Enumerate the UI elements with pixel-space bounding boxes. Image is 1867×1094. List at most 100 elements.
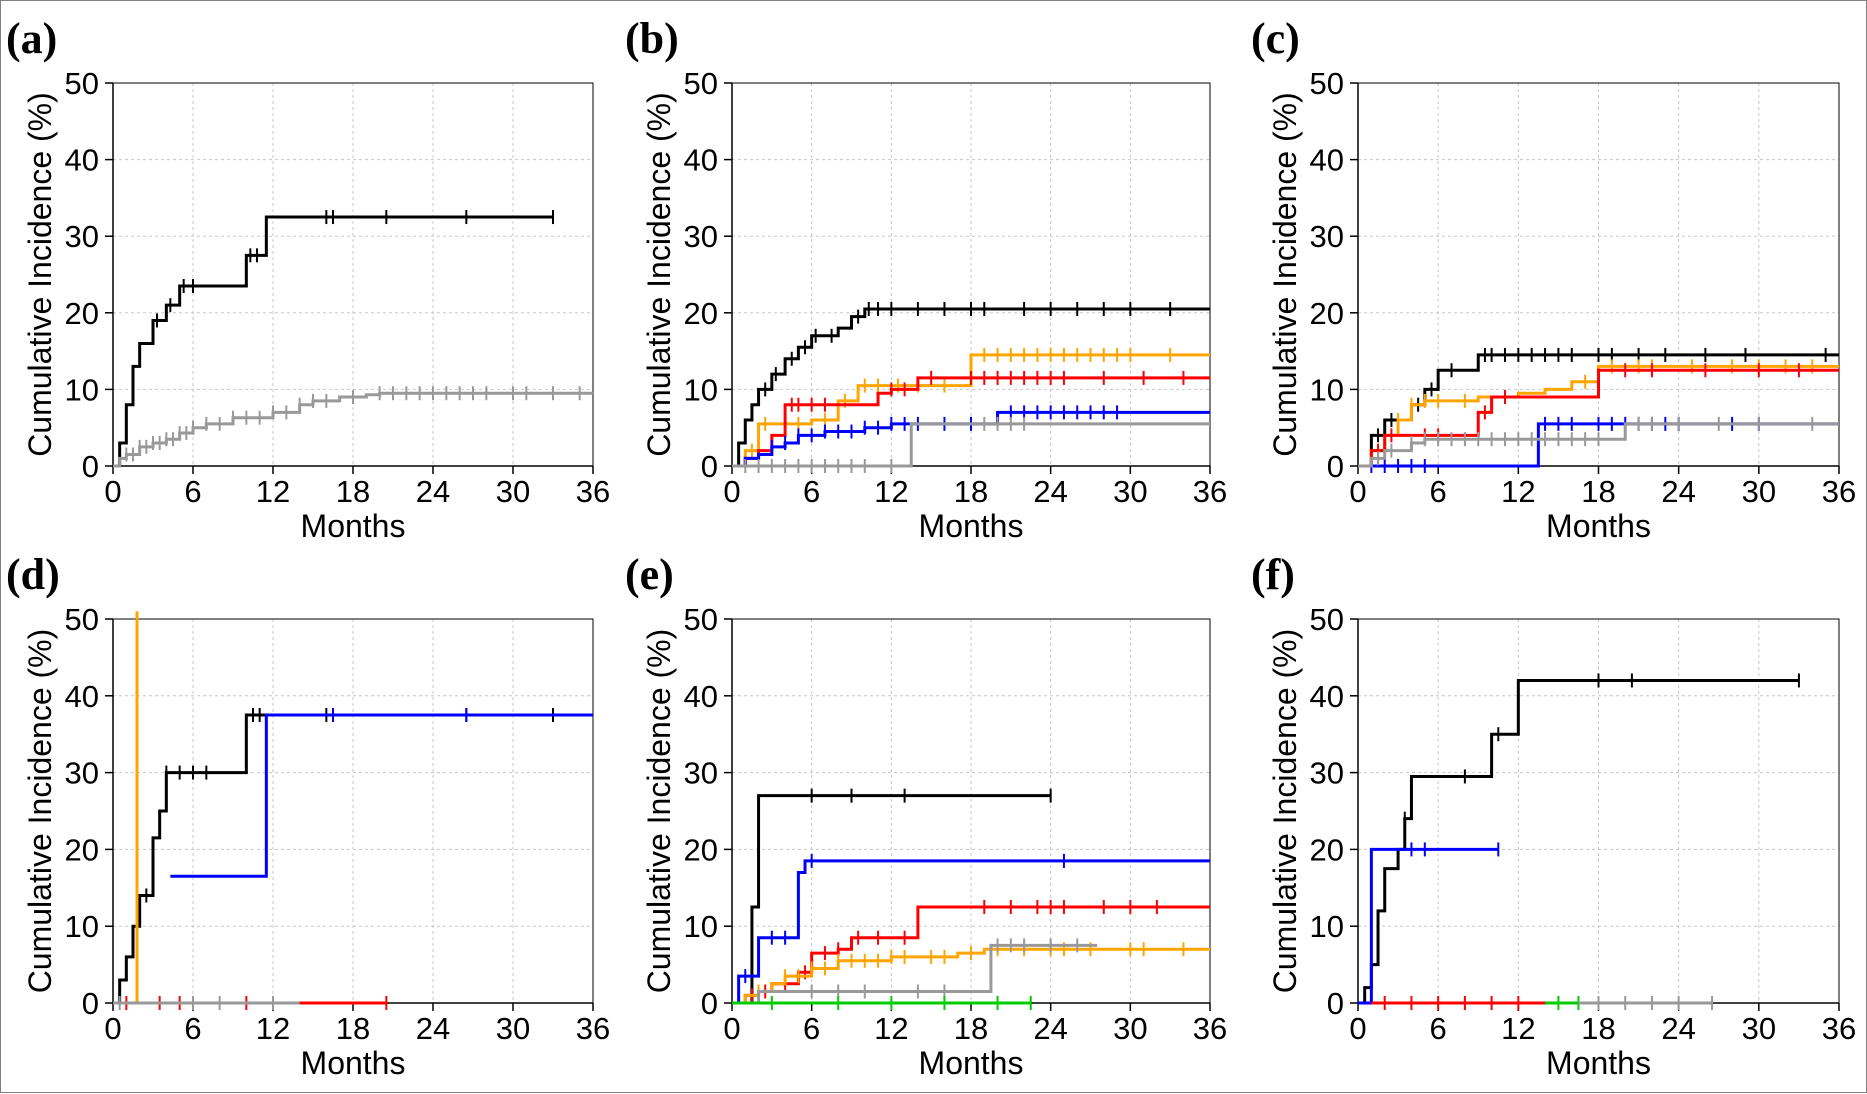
x-axis-label: Months <box>919 508 1024 544</box>
x-tick-label: 24 <box>416 1011 450 1046</box>
x-tick-label: 18 <box>954 474 988 509</box>
y-tick-label: 40 <box>1310 143 1344 178</box>
chart-panel-5: 0 6 12 18 24 30 36 0 10 20 30 40 50 Months Cumulative … <box>625 550 1227 1081</box>
y-tick-label: 20 <box>684 832 718 867</box>
y-axis-label: Cumulative Incidence (%) <box>1267 92 1303 457</box>
y-tick-label: 0 <box>1327 449 1344 484</box>
series-line-3 <box>170 713 593 878</box>
x-tick-label: 30 <box>1113 474 1147 509</box>
x-tick-label: 12 <box>874 474 908 509</box>
x-tick-label: 36 <box>576 1011 610 1046</box>
y-tick-label: 50 <box>684 602 718 637</box>
y-tick-label: 30 <box>65 756 99 791</box>
panel-letter: (f) <box>1251 550 1295 599</box>
y-tick-label: 0 <box>701 986 718 1021</box>
series-line-5 <box>732 422 1210 468</box>
x-tick-label: 0 <box>723 1011 740 1046</box>
x-axis-label: Months <box>919 1045 1024 1081</box>
series-line-1 <box>113 215 553 468</box>
x-tick-label: 12 <box>1501 474 1535 509</box>
panel-letter: (a) <box>6 14 57 63</box>
x-tick-label: 30 <box>496 1011 530 1046</box>
y-tick-label: 20 <box>1310 296 1344 331</box>
y-tick-label: 10 <box>1310 372 1344 407</box>
x-tick-label: 6 <box>184 474 201 509</box>
y-tick-label: 20 <box>684 296 718 331</box>
series-line-1 <box>732 307 1210 468</box>
y-tick-label: 40 <box>1310 679 1344 714</box>
y-axis-label: Cumulative Incidence (%) <box>22 629 58 994</box>
y-tick-label: 30 <box>684 219 718 254</box>
x-tick-label: 36 <box>1822 1011 1856 1046</box>
x-tick-label: 0 <box>1349 1011 1366 1046</box>
x-tick-label: 30 <box>1113 1011 1147 1046</box>
x-tick-label: 36 <box>1822 474 1856 509</box>
y-tick-label: 0 <box>701 449 718 484</box>
y-axis-label: Cumulative Incidence (%) <box>22 92 58 457</box>
y-axis-label: Cumulative Incidence (%) <box>641 629 677 994</box>
x-tick-label: 6 <box>1430 474 1447 509</box>
y-tick-label: 10 <box>65 909 99 944</box>
x-tick-label: 24 <box>416 474 450 509</box>
x-tick-label: 18 <box>1581 474 1615 509</box>
panel-letter: (b) <box>625 14 679 63</box>
chart-panel-4: 0 6 12 18 24 30 36 0 10 20 30 40 50 Months Cumulative … <box>6 550 610 1081</box>
panel-letter: (c) <box>1251 14 1300 63</box>
x-tick-label: 24 <box>1661 1011 1695 1046</box>
y-tick-label: 50 <box>65 602 99 637</box>
x-tick-label: 36 <box>1193 1011 1227 1046</box>
x-tick-label: 24 <box>1033 1011 1067 1046</box>
x-tick-label: 36 <box>576 474 610 509</box>
y-tick-label: 50 <box>1310 602 1344 637</box>
y-tick-label: 50 <box>1310 66 1344 101</box>
x-tick-label: 30 <box>496 474 530 509</box>
y-tick-label: 40 <box>65 143 99 178</box>
x-tick-label: 18 <box>336 1011 370 1046</box>
x-tick-label: 0 <box>104 474 121 509</box>
x-tick-label: 6 <box>184 1011 201 1046</box>
chart-panel-2: 0 6 12 18 24 30 36 0 10 20 30 40 50 Months Cumulative … <box>625 14 1227 544</box>
x-tick-label: 12 <box>256 1011 290 1046</box>
x-tick-label: 12 <box>256 474 290 509</box>
series-line-2 <box>1358 847 1499 1005</box>
panel-letter: (e) <box>625 550 674 599</box>
x-tick-label: 24 <box>1033 474 1067 509</box>
x-tick-label: 30 <box>1742 474 1776 509</box>
x-axis-label: Months <box>301 1045 406 1081</box>
x-tick-label: 24 <box>1661 474 1695 509</box>
x-tick-label: 0 <box>723 474 740 509</box>
y-tick-label: 30 <box>1310 756 1344 791</box>
y-tick-label: 10 <box>65 372 99 407</box>
x-tick-label: 0 <box>1349 474 1366 509</box>
series-line-1 <box>732 794 1051 1005</box>
series-line-1 <box>113 713 553 1005</box>
y-tick-label: 40 <box>684 679 718 714</box>
series-line-1 <box>1358 678 1799 1005</box>
y-tick-label: 50 <box>65 66 99 101</box>
y-tick-label: 30 <box>684 756 718 791</box>
y-tick-label: 30 <box>1310 219 1344 254</box>
x-axis-label: Months <box>301 508 406 544</box>
y-axis-label: Cumulative Incidence (%) <box>641 92 677 457</box>
y-tick-label: 0 <box>82 986 99 1021</box>
x-tick-label: 18 <box>1581 1011 1615 1046</box>
x-tick-label: 12 <box>1501 1011 1535 1046</box>
y-axis-label: Cumulative Incidence (%) <box>1267 629 1303 994</box>
chart-panel-1: 0 6 12 18 24 30 36 0 10 20 30 40 50 Months Cumulative … <box>6 14 610 544</box>
y-tick-label: 10 <box>684 372 718 407</box>
x-tick-label: 6 <box>1430 1011 1447 1046</box>
x-axis-label: Months <box>1546 1045 1651 1081</box>
x-tick-label: 0 <box>104 1011 121 1046</box>
y-tick-label: 40 <box>684 143 718 178</box>
series-line-5 <box>732 943 1098 1005</box>
x-tick-label: 12 <box>874 1011 908 1046</box>
y-tick-label: 20 <box>65 832 99 867</box>
x-tick-label: 6 <box>803 1011 820 1046</box>
x-axis-label: Months <box>1546 508 1651 544</box>
x-tick-label: 18 <box>954 1011 988 1046</box>
y-tick-label: 20 <box>1310 832 1344 867</box>
x-tick-label: 30 <box>1742 1011 1776 1046</box>
y-tick-label: 0 <box>1327 986 1344 1021</box>
